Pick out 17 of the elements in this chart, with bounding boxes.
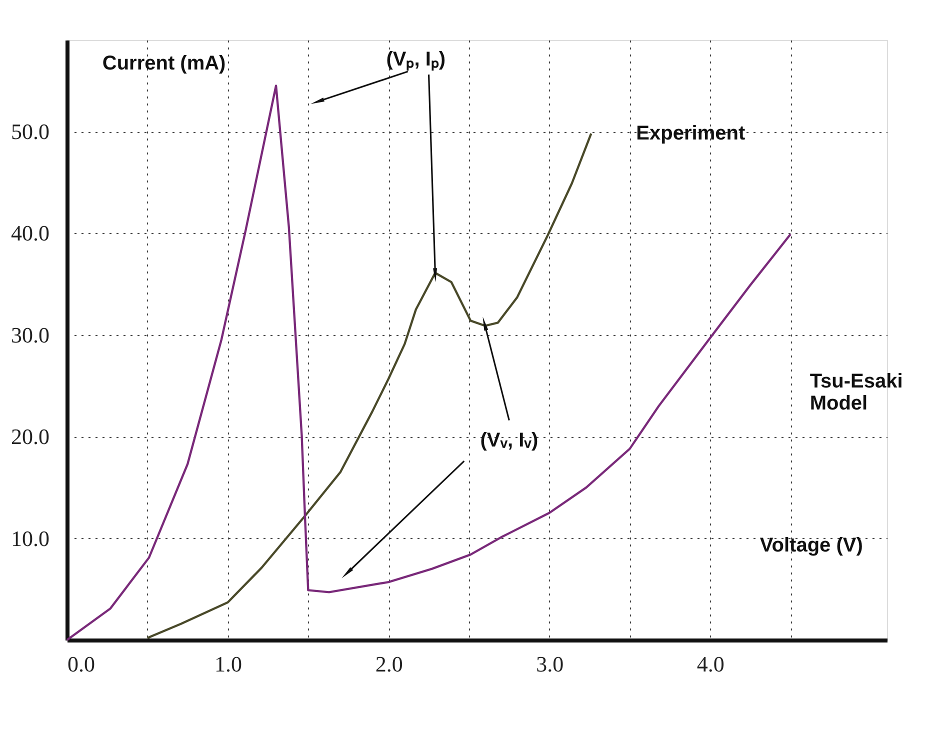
text: Tsu-Esaki Model bbox=[810, 370, 903, 415]
x-tick-label: 1.0 bbox=[214, 652, 242, 676]
line-series bbox=[146, 132, 592, 640]
y-tick-label: 40.0 bbox=[11, 220, 50, 246]
y-axis-title: Current (mA) bbox=[102, 52, 226, 74]
y-tick-label: 20.0 bbox=[11, 424, 50, 450]
x-tick-label: 4.0 bbox=[696, 652, 724, 676]
annotation: (Vᵥ, Iᵥ) bbox=[480, 430, 538, 452]
y-tick-label: 10.0 bbox=[11, 526, 50, 551]
x-axis-title: Voltage (V) bbox=[760, 534, 863, 556]
annotation: (Vₚ, Iₚ) bbox=[386, 48, 446, 72]
text: Experiment bbox=[636, 122, 746, 145]
y-tick-label: 30.0 bbox=[11, 322, 50, 348]
x-tick-label: 3.0 bbox=[536, 652, 564, 676]
x-tick-label: 2.0 bbox=[375, 652, 403, 676]
y-tick-label: 50.0 bbox=[11, 119, 50, 144]
x-tick-label: 0.0 bbox=[68, 652, 95, 676]
